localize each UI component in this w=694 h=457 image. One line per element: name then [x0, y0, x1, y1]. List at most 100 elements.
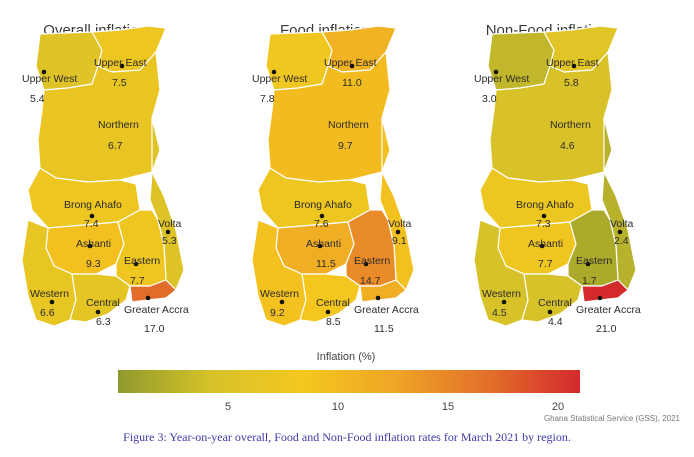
region-value: 4.5	[492, 307, 507, 319]
region-name: Greater Accra	[576, 304, 641, 316]
region-value: 7.4	[84, 218, 99, 230]
region-value: 5.3	[162, 235, 177, 247]
legend-tick-label: 5	[225, 401, 231, 413]
region-name: Upper West	[252, 73, 307, 85]
region-value: 5.8	[564, 77, 579, 89]
legend-title: Inflation (%)	[317, 351, 376, 363]
region-value: 1.7	[582, 275, 597, 287]
region-dot	[95, 309, 101, 315]
region-name: Northern	[550, 119, 591, 131]
region-value: 7.6	[314, 218, 329, 230]
region-area	[521, 273, 583, 323]
region-dot	[49, 299, 55, 305]
region-name: Volta	[388, 218, 412, 230]
legend-tick-label: 10	[332, 401, 344, 413]
region-value: 7.7	[130, 275, 145, 287]
region-dot	[89, 213, 95, 219]
region-value: 7.8	[260, 93, 275, 105]
region-value: 6.6	[40, 307, 55, 319]
region-dot	[271, 69, 277, 75]
region-name: Ashanti	[76, 238, 111, 250]
region-value: 11.5	[374, 323, 394, 335]
region-dot	[279, 299, 285, 305]
legend-color-bar	[118, 370, 580, 393]
region-value: 9.7	[338, 140, 353, 152]
region-name: Greater Accra	[354, 304, 419, 316]
region-name: Western	[260, 288, 299, 300]
region-value: 6.3	[96, 316, 111, 328]
region-name: Upper East	[324, 57, 377, 69]
region-name: Ashanti	[528, 238, 563, 250]
region-dot	[363, 261, 369, 267]
region-value: 2.4	[614, 235, 629, 247]
region-value: 5.4	[30, 93, 45, 105]
region-dot	[541, 213, 547, 219]
region-value: 3.0	[482, 93, 497, 105]
region-dot	[325, 309, 331, 315]
region-name: Brong Ahafo	[294, 199, 352, 211]
region-dot	[395, 229, 401, 235]
region-name: Western	[30, 288, 69, 300]
region-name: Volta	[610, 218, 634, 230]
region-name: Eastern	[354, 255, 390, 267]
region-dot	[319, 213, 325, 219]
region-name: Ashanti	[306, 238, 341, 250]
region-name: Northern	[98, 119, 139, 131]
region-value: 6.7	[108, 140, 123, 152]
legend-tick-label: 15	[442, 401, 454, 413]
region-area	[299, 273, 361, 323]
region-name: Central	[538, 297, 572, 309]
region-name: Volta	[158, 218, 182, 230]
region-value: 9.2	[270, 307, 285, 319]
region-name: Brong Ahafo	[516, 199, 574, 211]
region-value: 17.0	[144, 323, 165, 335]
region-name: Brong Ahafo	[64, 199, 122, 211]
region-name: Central	[86, 297, 120, 309]
region-value: 4.6	[560, 140, 575, 152]
region-dot	[597, 295, 603, 301]
region-dot	[547, 309, 553, 315]
color-legend: Inflation (%) 5 10 15 20	[118, 351, 580, 413]
region-area	[69, 273, 131, 323]
region-name: Central	[316, 297, 350, 309]
region-value: 7.3	[536, 218, 551, 230]
figure-caption: Figure 3: Year-on-year overall, Food and…	[123, 430, 571, 444]
region-dot	[41, 69, 47, 75]
region-dot	[493, 69, 499, 75]
region-value: 11.5	[316, 258, 336, 270]
region-area	[581, 279, 629, 303]
region-dot	[133, 261, 139, 267]
region-name: Upper West	[474, 73, 529, 85]
region-value: 21.0	[596, 323, 617, 335]
region-name: Northern	[328, 119, 369, 131]
region-dot	[617, 229, 623, 235]
region-dot	[539, 243, 545, 249]
region-dot	[349, 63, 355, 69]
region-dot	[119, 63, 125, 69]
region-dot	[571, 63, 577, 69]
region-value: 11.0	[342, 77, 362, 89]
region-dot	[501, 299, 507, 305]
region-dot	[585, 261, 591, 267]
region-dot	[317, 243, 323, 249]
region-area	[359, 279, 407, 303]
region-dot	[87, 243, 93, 249]
region-name: Upper West	[22, 73, 77, 85]
legend-tick-label: 20	[552, 401, 564, 413]
region-dot	[145, 295, 151, 301]
region-name: Upper East	[94, 57, 147, 69]
region-name: Eastern	[576, 255, 612, 267]
region-value: 14.7	[360, 275, 381, 287]
region-value: 9.3	[86, 258, 101, 270]
region-value: 9.1	[392, 235, 407, 247]
region-dot	[165, 229, 171, 235]
region-value: 7.5	[112, 77, 127, 89]
region-dot	[375, 295, 381, 301]
region-name: Upper East	[546, 57, 599, 69]
region-name: Eastern	[124, 255, 160, 267]
region-value: 4.4	[548, 316, 563, 328]
